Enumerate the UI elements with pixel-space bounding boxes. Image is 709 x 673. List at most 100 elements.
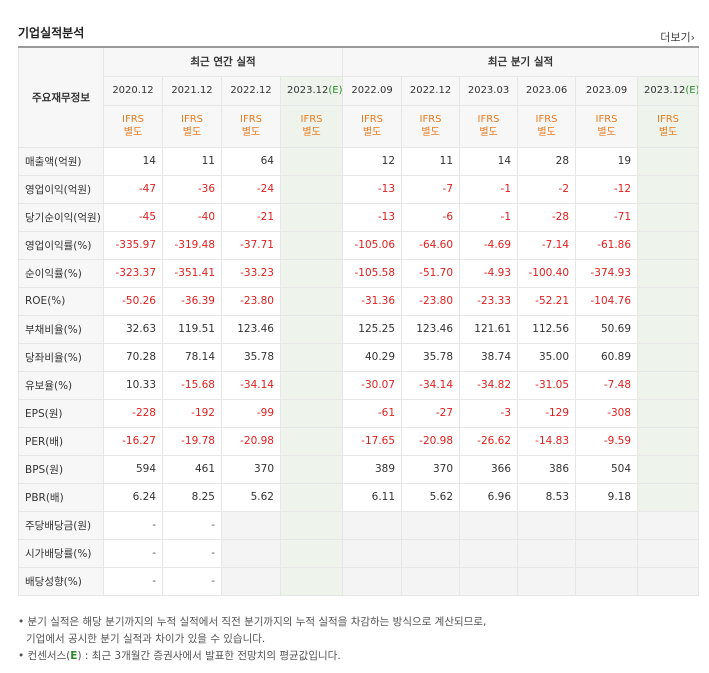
table-cell: 11 — [401, 146, 461, 176]
quarter-group-header: 최근 분기 실적 — [342, 46, 700, 77]
table-row: 당좌비율(%) 70.28 78.14 35.78 40.29 35.78 38.74 35.… — [18, 342, 700, 372]
table-cell: -374.93 — [575, 258, 639, 288]
table-cell: -7.14 — [517, 230, 577, 260]
table-cell: -351.41 — [162, 258, 222, 288]
table-cell: -4.69 — [459, 230, 519, 260]
ifrs-label: IFRS 별도 — [279, 104, 344, 148]
table-cell: 125.25 — [342, 314, 403, 344]
table-row: 당기순이익(억원) -45 -40 -21 -13 -6 -1 -28 -71 — [18, 202, 700, 232]
ifrs-label: IFRS 별도 — [575, 104, 639, 148]
row-header: 주요재무정보 — [18, 46, 104, 148]
quarter-period-header: 2022.09 — [342, 75, 403, 106]
table-cell: -28 — [517, 202, 577, 232]
annual-group-header: 최근 연간 실적 — [102, 46, 344, 77]
more-link[interactable]: 더보기› — [660, 29, 695, 45]
table-cell: -23.80 — [221, 286, 281, 316]
table-cell: -15.68 — [162, 370, 222, 400]
ifrs-label: IFRS 별도 — [459, 104, 519, 148]
table-cell: -129 — [517, 398, 577, 428]
row-label: 배당성향(%) — [18, 566, 104, 596]
table-cell: -7 — [401, 174, 461, 204]
table-cell — [279, 426, 344, 456]
table-cell — [637, 230, 700, 260]
table-cell: -104.76 — [575, 286, 639, 316]
table-cell: 121.61 — [459, 314, 519, 344]
table-cell: -105.58 — [342, 258, 403, 288]
table-cell — [279, 482, 344, 512]
row-label: BPS(원) — [18, 454, 104, 484]
table-cell — [575, 510, 639, 540]
table-cell — [637, 258, 700, 288]
quarter-period-header: 2022.12 — [401, 75, 461, 106]
table-cell: 9.18 — [575, 482, 639, 512]
table-cell — [401, 538, 461, 568]
table-cell — [279, 454, 344, 484]
table-cell — [637, 370, 700, 400]
table-cell: 32.63 — [103, 314, 163, 344]
table-cell — [279, 342, 344, 372]
table-cell: 10.33 — [103, 370, 163, 400]
row-label: 당기순이익(억원) — [18, 202, 104, 232]
table-cell — [279, 314, 344, 344]
table-cell: -12 — [575, 174, 639, 204]
table-cell: -4.93 — [459, 258, 519, 288]
table-row: 영업이익(억원) -47 -36 -24 -13 -7 -1 -2 -12 — [18, 174, 700, 204]
quarter-period-header: 2023.12(E) — [637, 75, 700, 106]
table-cell: -37.71 — [221, 230, 281, 260]
footnote-1-cont: 기업에서 공시한 분기 실적과 차이가 있을 수 있습니다. — [26, 633, 266, 645]
section-title: 기업실적분석 — [18, 26, 85, 40]
row-label: PER(배) — [18, 426, 104, 456]
table-cell: -30.07 — [342, 370, 403, 400]
row-label: 영업이익률(%) — [18, 230, 104, 260]
table-cell: -308 — [575, 398, 639, 428]
table-cell: -1 — [459, 202, 519, 232]
table-cell — [637, 286, 700, 316]
table-cell — [517, 510, 577, 540]
table-cell: -192 — [162, 398, 222, 428]
table-cell: -34.82 — [459, 370, 519, 400]
table-cell: -3 — [459, 398, 519, 428]
table-cell — [221, 510, 281, 540]
table-cell — [637, 566, 700, 596]
estimate-mark: (E) — [685, 85, 699, 96]
table-cell: -99 — [221, 398, 281, 428]
table-cell: 123.46 — [221, 314, 281, 344]
table-cell: 504 — [575, 454, 639, 484]
table-cell: 5.62 — [221, 482, 281, 512]
table-row: BPS(원) 594 461 370 389 370 366 386 504 — [18, 454, 700, 484]
table-cell: -228 — [103, 398, 163, 428]
table-cell — [221, 566, 281, 596]
table-cell: -31.05 — [517, 370, 577, 400]
annual-period-header: 2020.12 — [103, 75, 163, 106]
table-cell: -7.48 — [575, 370, 639, 400]
table-cell: 112.56 — [517, 314, 577, 344]
table-cell: - — [162, 566, 222, 596]
table-cell: -27 — [401, 398, 461, 428]
table-cell: -20.98 — [221, 426, 281, 456]
table-row: 부채비율(%) 32.63 119.51 123.46 125.25 123.46 121.… — [18, 314, 700, 344]
table-cell — [342, 566, 403, 596]
table-cell — [575, 538, 639, 568]
table-cell: -64.60 — [401, 230, 461, 260]
table-cell: 389 — [342, 454, 403, 484]
table-cell — [575, 566, 639, 596]
table-cell: 50.69 — [575, 314, 639, 344]
table-cell: 6.24 — [103, 482, 163, 512]
table-cell: 14 — [459, 146, 519, 176]
table-cell — [637, 510, 700, 540]
table-cell: 28 — [517, 146, 577, 176]
table-cell — [637, 146, 700, 176]
row-label: 시가배당률(%) — [18, 538, 104, 568]
table-cell — [517, 566, 577, 596]
table-cell: -23.33 — [459, 286, 519, 316]
table-cell: -51.70 — [401, 258, 461, 288]
table-row: 유보율(%) 10.33 -15.68 -34.14 -30.07 -34.14 -34.8… — [18, 370, 700, 400]
table-cell: -323.37 — [103, 258, 163, 288]
table-cell: -19.78 — [162, 426, 222, 456]
table-cell: -23.80 — [401, 286, 461, 316]
table-cell: -47 — [103, 174, 163, 204]
financial-table: 주요재무정보 최근 연간 실적 최근 분기 실적 2020.12 2021.12 2… — [18, 46, 700, 596]
table-cell — [279, 230, 344, 260]
table-cell: -335.97 — [103, 230, 163, 260]
table-cell: 370 — [221, 454, 281, 484]
